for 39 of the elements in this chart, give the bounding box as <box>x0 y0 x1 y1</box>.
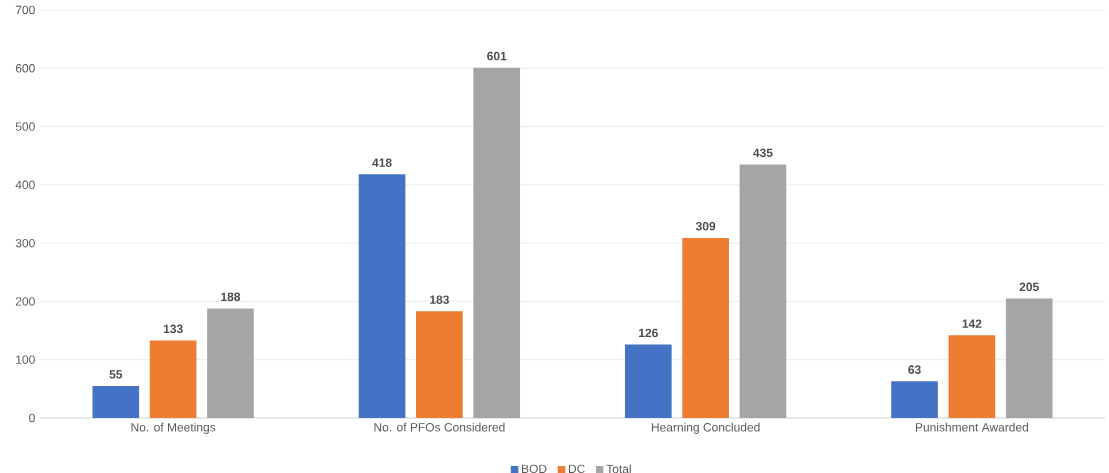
legend-label: BOD <box>522 464 547 473</box>
x-tick-label: No. of PFOs Considered <box>374 422 505 432</box>
data-label: 418 <box>372 158 392 167</box>
y-tick-label: 600 <box>15 64 35 73</box>
bar <box>1005 298 1053 418</box>
data-label: 601 <box>487 51 507 61</box>
x-tick-label: Hearning Concluded <box>651 422 760 434</box>
bar <box>682 237 729 418</box>
bar <box>473 67 521 418</box>
y-tick-label: 100 <box>16 355 35 364</box>
data-label: 63 <box>908 365 921 374</box>
data-label: 309 <box>695 221 716 231</box>
y-tick-label: 700 <box>15 5 35 15</box>
y-tick-label: 300 <box>15 238 35 248</box>
x-tick-label: Punishment Awarded <box>915 422 1029 432</box>
data-label: 55 <box>109 370 123 379</box>
data-label: 188 <box>221 292 241 302</box>
data-label: 435 <box>753 148 773 158</box>
bar <box>739 164 787 418</box>
y-tick-label: 400 <box>15 180 35 190</box>
bar <box>358 174 406 418</box>
legend-label: Total <box>606 464 631 473</box>
bar <box>891 381 938 418</box>
y-tick-label: 200 <box>15 297 35 306</box>
bar <box>416 311 463 418</box>
y-tick-label: 500 <box>15 122 35 131</box>
bar <box>624 344 672 418</box>
bar <box>207 308 254 418</box>
data-label: 126 <box>639 328 658 338</box>
bar <box>948 335 996 418</box>
bar <box>149 340 197 418</box>
y-tick-label: 0 <box>29 413 35 423</box>
data-label: 205 <box>1019 282 1039 292</box>
data-label: 142 <box>962 319 982 328</box>
bar <box>92 385 140 418</box>
data-label: 183 <box>430 295 449 304</box>
legend-label: DC <box>568 464 585 473</box>
data-label: 133 <box>163 324 183 334</box>
x-tick-label: No. of Meetings <box>131 422 216 434</box>
